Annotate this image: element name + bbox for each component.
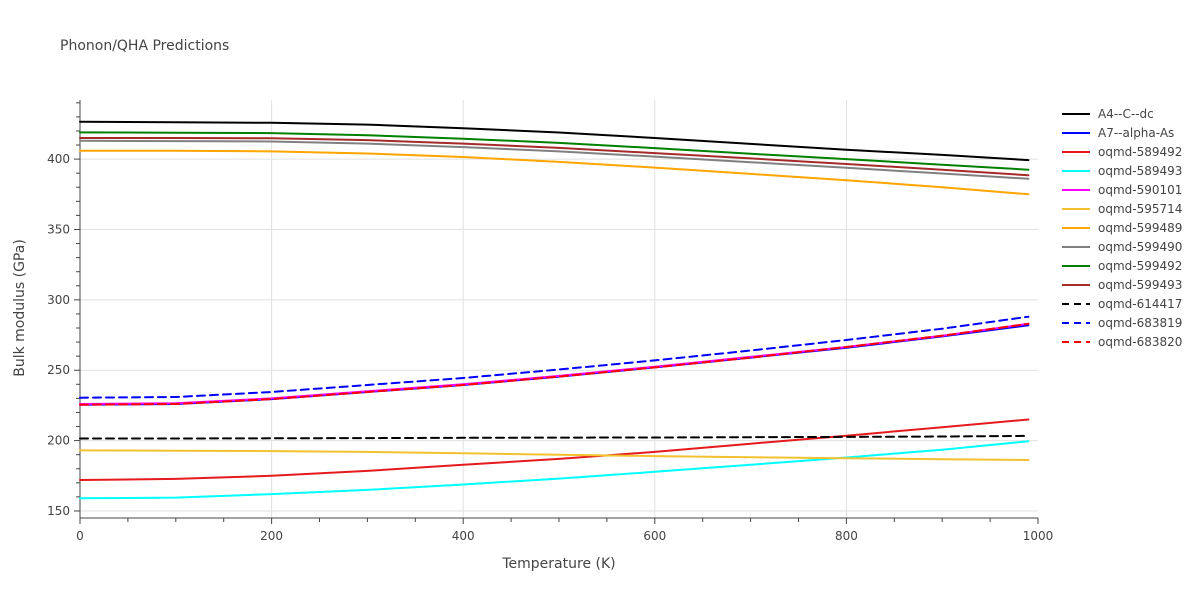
x-tick-label: 0 — [76, 529, 84, 543]
series-line-oqmd-683819 — [79, 315, 1030, 399]
series-line-oqmd-614417 — [79, 434, 1030, 440]
x-tick-label: 200 — [260, 529, 283, 543]
series-line-oqmd-599492 — [79, 131, 1030, 171]
legend-label: oqmd-599493 — [1098, 278, 1182, 292]
legend-item[interactable]: oqmd-589493 — [1062, 164, 1182, 178]
legend-item[interactable]: oqmd-683820 — [1062, 335, 1182, 349]
x-tick-label: 800 — [835, 529, 858, 543]
y-tick-label: 350 — [47, 222, 70, 236]
series-line-oqmd-599489 — [79, 149, 1030, 196]
legend-label: oqmd-599490 — [1098, 240, 1182, 254]
legend-label: oqmd-595714 — [1098, 202, 1182, 216]
y-axis-title: Bulk modulus (GPa) — [12, 239, 28, 377]
series-line-oqmd-589492 — [79, 418, 1030, 481]
y-tick-label: 150 — [47, 504, 70, 518]
legend-label: oqmd-683820 — [1098, 335, 1182, 349]
legend-item[interactable]: oqmd-595714 — [1062, 202, 1182, 216]
series-line-oqmd-683820 — [79, 322, 1030, 406]
legend-label: oqmd-589493 — [1098, 164, 1182, 178]
plot-area — [79, 120, 1030, 500]
legend-label: oqmd-589492 — [1098, 145, 1182, 159]
chart-title: Phonon/QHA Predictions — [60, 38, 229, 54]
x-tick-label: 600 — [643, 529, 666, 543]
legend-label: oqmd-599489 — [1098, 221, 1182, 235]
legend-label: oqmd-683819 — [1098, 316, 1182, 330]
y-tick-label: 400 — [47, 152, 70, 166]
legend-item[interactable]: oqmd-590101 — [1062, 183, 1182, 197]
legend-label: oqmd-590101 — [1098, 183, 1182, 197]
legend-item[interactable]: A7--alpha-As — [1062, 126, 1174, 140]
tick-labels: 0 200 400 600 800 1000 150 200 250 300 350 400 — [47, 152, 1053, 543]
series-line-oqmd-589493 — [79, 440, 1030, 500]
legend-item[interactable]: oqmd-614417 — [1062, 297, 1182, 311]
legend-label: oqmd-599492 — [1098, 259, 1182, 273]
y-tick-label: 300 — [47, 293, 70, 307]
y-tick-label: 200 — [47, 434, 70, 448]
x-tick-label: 400 — [452, 529, 475, 543]
axes — [74, 100, 1039, 524]
series-line-A7--alpha-As — [79, 324, 1030, 406]
x-tick-label: 1000 — [1023, 529, 1054, 543]
series-line-oqmd-599490 — [79, 139, 1030, 180]
legend-label: A4--C--dc — [1098, 107, 1154, 121]
legend-label: A7--alpha-As — [1098, 126, 1174, 140]
x-axis-title: Temperature (K) — [501, 556, 615, 572]
legend-label: oqmd-614417 — [1098, 297, 1182, 311]
legend: A4--C--dc A7--alpha-As oqmd-589492 oqmd-589… — [1062, 107, 1182, 349]
series-line-oqmd-595714 — [79, 449, 1030, 461]
legend-item[interactable]: A4--C--dc — [1062, 107, 1154, 121]
series-line-A4--C--dc — [79, 120, 1030, 162]
legend-item[interactable]: oqmd-599490 — [1062, 240, 1182, 254]
legend-item[interactable]: oqmd-599493 — [1062, 278, 1182, 292]
grid-lines — [80, 100, 1038, 518]
legend-item[interactable]: oqmd-599489 — [1062, 221, 1182, 235]
legend-item[interactable]: oqmd-599492 — [1062, 259, 1182, 273]
series-line-oqmd-599493 — [79, 137, 1030, 177]
y-tick-label: 250 — [47, 363, 70, 377]
legend-item[interactable]: oqmd-683819 — [1062, 316, 1182, 330]
legend-item[interactable]: oqmd-589492 — [1062, 145, 1182, 159]
